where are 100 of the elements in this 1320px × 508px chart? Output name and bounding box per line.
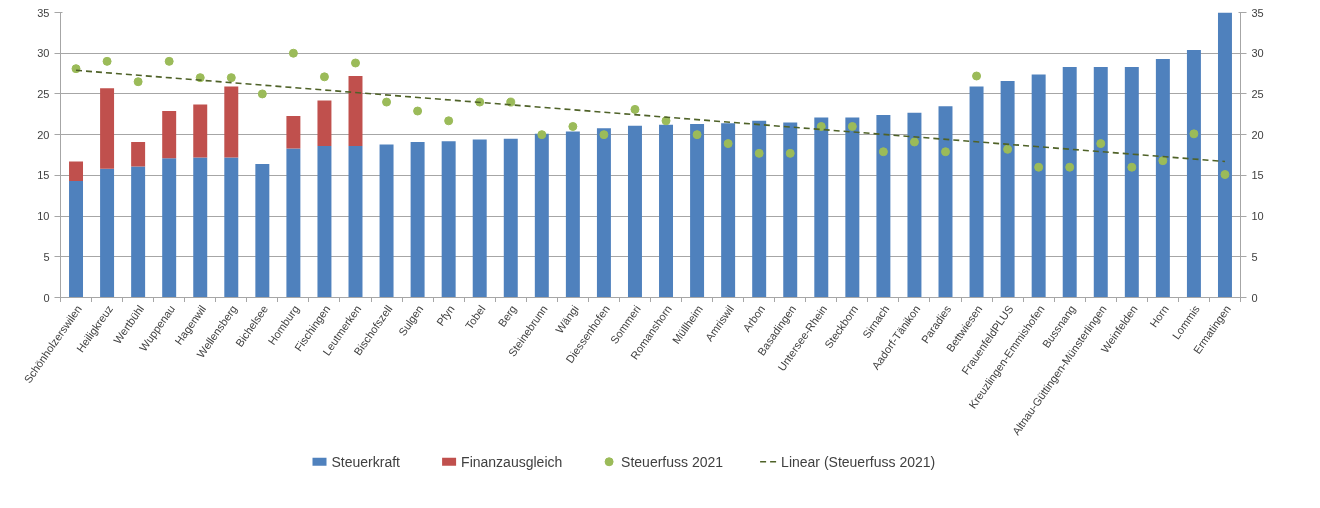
bar bbox=[1093, 67, 1108, 298]
point bbox=[1096, 139, 1106, 149]
bar bbox=[1186, 49, 1201, 298]
bar bbox=[441, 141, 456, 298]
bar bbox=[317, 100, 332, 147]
point bbox=[754, 148, 764, 158]
bar bbox=[627, 125, 642, 298]
y2-tick-label: 30 bbox=[1251, 47, 1264, 60]
bar bbox=[721, 123, 736, 298]
point bbox=[164, 56, 174, 66]
legend-label: Steuerkraft bbox=[331, 453, 401, 470]
bar bbox=[162, 158, 177, 298]
y2-tick-label: 15 bbox=[1251, 169, 1264, 182]
bar bbox=[503, 138, 518, 298]
y-tick-label: 30 bbox=[37, 47, 50, 60]
point bbox=[413, 106, 423, 116]
y-tick-label: 25 bbox=[37, 87, 50, 100]
bar bbox=[1217, 12, 1232, 298]
bar bbox=[131, 141, 146, 167]
legend-label: Steuerfuss 2021 bbox=[621, 453, 724, 470]
point bbox=[1220, 170, 1230, 180]
legend-label: Linear (Steuerfuss 2021) bbox=[781, 453, 936, 470]
bar bbox=[348, 76, 363, 147]
point bbox=[909, 137, 919, 147]
bar bbox=[1155, 58, 1170, 298]
bar bbox=[1000, 80, 1015, 298]
bar bbox=[783, 122, 798, 298]
point bbox=[1034, 162, 1044, 172]
bar bbox=[938, 106, 953, 298]
bar bbox=[659, 124, 674, 298]
bar bbox=[379, 144, 394, 298]
bar bbox=[876, 115, 891, 298]
point bbox=[71, 64, 81, 74]
point bbox=[226, 73, 236, 83]
bar bbox=[69, 181, 84, 298]
point bbox=[351, 58, 360, 68]
point bbox=[1189, 129, 1199, 139]
bar bbox=[907, 112, 922, 298]
bar bbox=[131, 166, 146, 298]
bar bbox=[224, 157, 239, 298]
bar bbox=[224, 86, 239, 158]
bar bbox=[193, 104, 208, 158]
y2-tick-label: 35 bbox=[1251, 6, 1264, 19]
bar bbox=[100, 168, 115, 298]
bar bbox=[286, 148, 301, 298]
point bbox=[382, 97, 392, 107]
point bbox=[847, 122, 857, 131]
bar bbox=[690, 124, 705, 298]
y2-tick-label: 20 bbox=[1251, 128, 1264, 141]
bar bbox=[596, 128, 611, 298]
bar bbox=[100, 88, 115, 169]
bar bbox=[193, 157, 208, 298]
point bbox=[630, 104, 640, 114]
bar bbox=[845, 117, 860, 298]
y-tick-label: 5 bbox=[43, 250, 50, 263]
point bbox=[1065, 162, 1075, 172]
bar bbox=[255, 163, 270, 298]
bar bbox=[472, 139, 487, 298]
point bbox=[102, 56, 112, 66]
bar bbox=[752, 120, 767, 298]
point bbox=[257, 89, 267, 99]
point bbox=[1003, 144, 1013, 154]
bar bbox=[814, 117, 829, 298]
point bbox=[319, 72, 329, 82]
bar bbox=[565, 131, 580, 298]
bar bbox=[162, 111, 177, 159]
y-tick-label: 20 bbox=[37, 128, 50, 141]
y-tick-label: 15 bbox=[37, 169, 50, 182]
point bbox=[599, 130, 609, 140]
point bbox=[941, 147, 950, 157]
bar bbox=[286, 115, 301, 149]
y-tick-label: 0 bbox=[43, 291, 50, 304]
bar bbox=[69, 161, 84, 182]
point bbox=[288, 48, 298, 58]
point bbox=[661, 116, 671, 126]
y-tick-label: 35 bbox=[37, 6, 50, 19]
point bbox=[816, 122, 826, 131]
point bbox=[1127, 162, 1137, 172]
point bbox=[972, 71, 982, 81]
point bbox=[133, 77, 143, 87]
bar bbox=[1062, 67, 1077, 298]
bar bbox=[1124, 67, 1139, 298]
bar bbox=[410, 141, 425, 298]
point bbox=[785, 148, 795, 158]
y2-tick-label: 25 bbox=[1251, 87, 1264, 100]
bar bbox=[969, 86, 984, 298]
point bbox=[692, 130, 702, 140]
bar bbox=[348, 146, 363, 298]
point bbox=[568, 122, 578, 131]
bar bbox=[534, 133, 549, 298]
y2-tick-label: 10 bbox=[1251, 210, 1264, 223]
legend-label: Finanzausgleich bbox=[461, 453, 563, 470]
point bbox=[444, 116, 454, 126]
y-tick-label: 10 bbox=[37, 210, 50, 223]
point bbox=[723, 139, 733, 149]
bar bbox=[1031, 74, 1046, 298]
bar bbox=[317, 146, 332, 298]
point bbox=[537, 130, 547, 140]
y2-tick-label: 5 bbox=[1251, 250, 1258, 263]
point bbox=[878, 147, 888, 157]
